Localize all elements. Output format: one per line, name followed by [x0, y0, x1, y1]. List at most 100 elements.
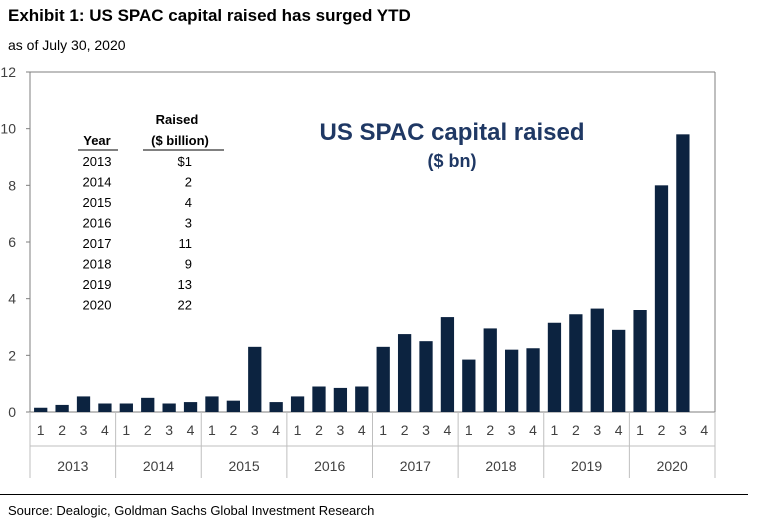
bar: [290, 396, 305, 412]
bar: [397, 334, 412, 412]
x-tick-label-quarter: 1: [636, 422, 644, 438]
x-tick-label-quarter: 3: [593, 422, 601, 438]
x-tick-label-quarter: 1: [294, 422, 302, 438]
x-tick-label-quarter: 2: [144, 422, 152, 438]
x-tick-label-quarter: 3: [336, 422, 344, 438]
bar: [419, 341, 433, 412]
x-tick-label-quarter: 3: [165, 422, 173, 438]
bar: [355, 386, 369, 412]
x-tick-label-quarter: 4: [700, 422, 708, 438]
x-tick-label-quarter: 1: [465, 422, 473, 438]
bar: [547, 322, 562, 412]
table-rows: 2013 $1 2014 2 2015 4 2016 3 2017 11 2018 9 2019 13 20…: [83, 154, 192, 313]
chart-title: US SPAC capital raised: [320, 119, 585, 146]
x-tick-label-quarter: 4: [529, 422, 537, 438]
y-tick-label: 0: [8, 404, 16, 420]
bar: [119, 403, 133, 412]
table-cell-year: 2020: [83, 298, 112, 313]
bar: [526, 348, 540, 412]
table-cell-raised: 11: [179, 236, 193, 251]
table-cell-year: 2019: [83, 277, 112, 292]
table-cell-year: 2016: [83, 216, 112, 231]
bar: [162, 403, 176, 412]
x-tick-label-quarter: 3: [251, 422, 259, 438]
table-cell-year: 2017: [83, 236, 112, 251]
y-tick-label: 4: [8, 291, 16, 307]
bar: [633, 310, 647, 412]
x-tick-label-year: 2015: [228, 458, 259, 474]
y-tick-label: 8: [8, 177, 16, 193]
table-cell-raised: 9: [185, 257, 192, 272]
x-tick-label-year: 2013: [57, 458, 88, 474]
table-header-raised-line2: ($ billion): [151, 133, 209, 148]
table-cell-raised: 2: [185, 175, 192, 190]
table-header-raised-line1: Raised: [156, 112, 199, 127]
x-tick-label-quarter: 4: [272, 422, 280, 438]
bar: [569, 314, 583, 412]
table-cell-raised: $1: [178, 154, 192, 169]
x-tick-label-quarter: 4: [187, 422, 195, 438]
x-tick-label-quarter: 3: [679, 422, 687, 438]
bar: [590, 308, 604, 412]
bar: [55, 404, 69, 412]
x-tick-label-quarter: 1: [208, 422, 216, 438]
bar: [312, 386, 326, 412]
bar: [376, 346, 390, 412]
table-cell-year: 2015: [83, 195, 112, 210]
table-cell-year: 2018: [83, 257, 112, 272]
x-tick-label-quarter: 2: [229, 422, 237, 438]
x-tick-label-year: 2020: [657, 458, 688, 474]
table-cell-year: 2013: [83, 154, 112, 169]
bar: [34, 407, 48, 412]
x-tick-label-quarter: 1: [379, 422, 387, 438]
bar: [676, 134, 690, 413]
chart-bars: [34, 134, 690, 413]
bar: [98, 403, 112, 412]
bar: [141, 397, 155, 412]
bar: [462, 359, 476, 412]
bar: [226, 400, 240, 412]
y-tick-label: 2: [8, 347, 16, 363]
bar: [269, 402, 283, 412]
x-tick-label-quarter: 2: [572, 422, 580, 438]
bar: [76, 396, 91, 412]
table-cell-raised: 4: [185, 195, 192, 210]
x-tick-label-quarter: 4: [358, 422, 366, 438]
bar: [612, 329, 626, 412]
source-note: Source: Dealogic, Goldman Sachs Global I…: [8, 503, 375, 518]
x-tick-label-year: 2018: [485, 458, 516, 474]
bar: [248, 346, 262, 412]
x-tick-label-quarter: 2: [486, 422, 494, 438]
table-cell-raised: 3: [185, 216, 192, 231]
bar: [183, 402, 198, 412]
x-tick-label-quarter: 1: [551, 422, 559, 438]
x-tick-label-year: 2014: [143, 458, 174, 474]
exhibit-title: Exhibit 1: US SPAC capital raised has su…: [8, 6, 411, 25]
x-tick-label-quarter: 1: [37, 422, 45, 438]
source-divider: [0, 494, 748, 495]
x-tick-label-quarter: 2: [658, 422, 666, 438]
y-tick-label: 10: [0, 121, 16, 137]
y-tick-label: 12: [0, 64, 16, 80]
y-tick-label: 6: [8, 234, 16, 250]
table-cell-raised: 13: [178, 277, 192, 292]
table-cell-raised: 22: [178, 298, 192, 313]
x-tick-label-quarter: 2: [315, 422, 323, 438]
bar: [505, 349, 519, 412]
x-tick-label-quarter: 4: [615, 422, 623, 438]
bar: [483, 328, 497, 412]
x-tick-label-year: 2016: [314, 458, 345, 474]
x-tick-label-quarter: 2: [58, 422, 66, 438]
x-tick-label-quarter: 3: [80, 422, 88, 438]
x-tick-label-year: 2017: [400, 458, 431, 474]
annual-raised-table: Raised Year ($ billion) 2013 $1 2014 2 2015 4…: [78, 112, 224, 313]
exhibit-subtitle: as of July 30, 2020: [8, 37, 126, 53]
bar: [333, 387, 348, 412]
bar: [205, 396, 219, 412]
x-tick-label-quarter: 3: [508, 422, 516, 438]
x-tick-label-quarter: 2: [401, 422, 409, 438]
x-tick-label-quarter: 3: [422, 422, 430, 438]
bar: [654, 185, 669, 412]
